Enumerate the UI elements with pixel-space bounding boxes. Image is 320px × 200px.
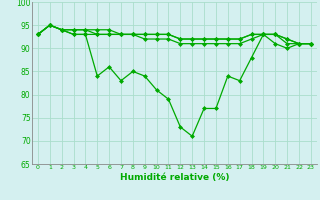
X-axis label: Humidité relative (%): Humidité relative (%) <box>120 173 229 182</box>
